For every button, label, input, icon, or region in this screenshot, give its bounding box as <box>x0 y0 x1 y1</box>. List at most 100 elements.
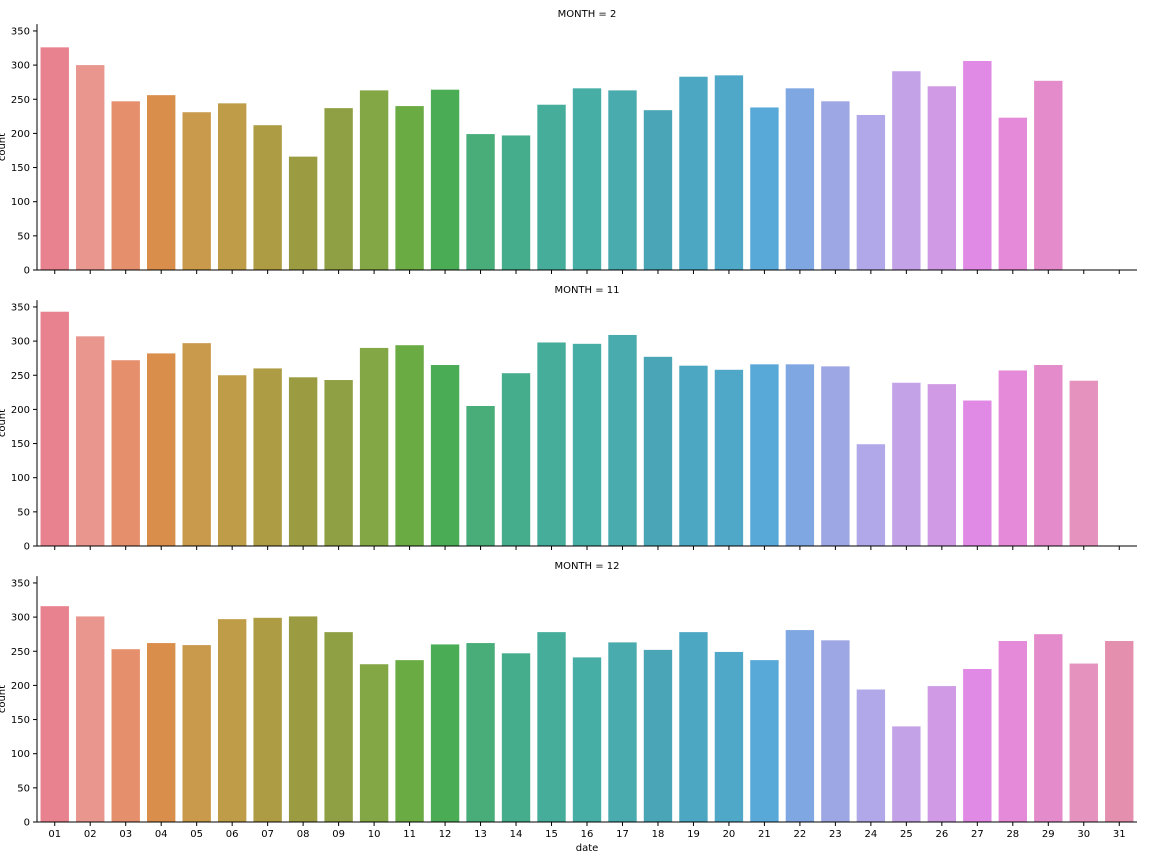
bar-08 <box>288 377 318 546</box>
y-tick-label: 250 <box>11 95 30 106</box>
x-tick-label: 18 <box>652 829 665 840</box>
y-tick-label: 0 <box>24 818 30 829</box>
bar-22 <box>785 364 815 546</box>
y-tick-label: 0 <box>24 266 30 277</box>
bar-18 <box>643 110 673 270</box>
x-tick-label: 30 <box>1077 829 1090 840</box>
y-tick-label: 100 <box>11 473 30 484</box>
bar-01 <box>40 47 69 271</box>
y-tick-label: 100 <box>11 749 30 760</box>
y-axis-label: count <box>0 133 8 161</box>
y-tick-label: 50 <box>17 783 30 794</box>
bar-11 <box>395 106 424 270</box>
y-tick-label: 50 <box>17 507 30 518</box>
bar-27 <box>963 400 992 546</box>
chart-panels: MONTH = 2count050100150200250300350MONTH… <box>0 9 1137 840</box>
x-axis-label: date <box>576 843 599 854</box>
bar-23 <box>821 640 850 822</box>
bar-06 <box>217 103 247 271</box>
x-tick-label: 05 <box>190 829 203 840</box>
y-tick-label: 350 <box>11 578 30 589</box>
bar-22 <box>785 630 815 822</box>
bar-19 <box>679 76 708 270</box>
bar-20 <box>714 651 744 822</box>
y-tick-label: 50 <box>17 231 30 242</box>
bar-17 <box>608 334 637 546</box>
y-tick-label: 300 <box>11 613 30 624</box>
x-tick-label: 14 <box>510 829 523 840</box>
bar-29 <box>1034 80 1063 271</box>
bar-18 <box>643 649 673 822</box>
x-tick-label: 15 <box>545 829 558 840</box>
x-tick-label: 20 <box>723 829 736 840</box>
x-tick-label: 16 <box>581 829 594 840</box>
bar-29 <box>1034 634 1063 822</box>
bar-10 <box>359 90 389 270</box>
bar-12 <box>430 365 460 546</box>
bar-14 <box>501 373 531 546</box>
bar-02 <box>76 65 105 270</box>
bar-24 <box>856 689 886 822</box>
bar-15 <box>537 342 566 546</box>
x-tick-label: 27 <box>971 829 984 840</box>
y-tick-label: 200 <box>11 681 30 692</box>
bar-19 <box>679 632 708 822</box>
bar-12 <box>430 644 460 822</box>
bar-05 <box>182 645 211 822</box>
x-tick-label: 25 <box>900 829 913 840</box>
bar-24 <box>856 114 886 270</box>
bar-02 <box>76 336 105 546</box>
bar-03 <box>111 360 140 546</box>
x-tick-label: 08 <box>297 829 310 840</box>
x-tick-label: 06 <box>226 829 239 840</box>
y-tick-label: 350 <box>11 26 30 37</box>
x-tick-label: 01 <box>48 829 61 840</box>
x-tick-label: 10 <box>368 829 381 840</box>
panel-2: MONTH = 11 count 0 50 100 150 200 250 300 350 <box>0 285 1137 553</box>
bar-01 <box>40 311 69 546</box>
y-tick-label: 200 <box>11 405 30 416</box>
x-tick-label: 21 <box>758 829 771 840</box>
bar-07 <box>253 368 282 546</box>
bar-13 <box>466 405 495 546</box>
bar-16 <box>572 88 602 271</box>
bar-21 <box>750 660 779 822</box>
bar-01 <box>40 606 69 822</box>
bar-16 <box>572 657 602 822</box>
panel-title: MONTH = 12 <box>554 561 619 572</box>
x-tick-label: 09 <box>332 829 345 840</box>
bar-13 <box>466 134 495 270</box>
bar-02 <box>76 616 105 822</box>
bar-17 <box>608 642 637 822</box>
bar-09 <box>324 380 353 546</box>
y-tick-label: 300 <box>11 61 30 72</box>
bar-30 <box>1069 663 1098 822</box>
x-tick-label: 28 <box>1006 829 1019 840</box>
bar-15 <box>537 104 566 271</box>
x-tick-label: 23 <box>829 829 842 840</box>
bar-04 <box>147 353 176 546</box>
y-axis-label: count <box>0 409 8 437</box>
x-tick-label: 29 <box>1042 829 1055 840</box>
panel-title: MONTH = 2 <box>558 9 617 20</box>
bar-03 <box>111 649 140 822</box>
bar-21 <box>750 364 779 546</box>
bar-26 <box>927 686 957 822</box>
x-tick-label: 17 <box>616 829 629 840</box>
bar-11 <box>395 660 424 822</box>
bar-30 <box>1069 380 1098 546</box>
bar-05 <box>182 343 211 546</box>
bar-09 <box>324 632 353 822</box>
bar-14 <box>501 653 531 822</box>
bar-19 <box>679 365 708 546</box>
bar-16 <box>572 343 602 546</box>
y-tick-label: 250 <box>11 371 30 382</box>
x-tick-label: 13 <box>474 829 487 840</box>
x-tick-label: 02 <box>84 829 97 840</box>
bar-22 <box>785 88 815 271</box>
bar-29 <box>1034 365 1063 546</box>
y-tick-label: 0 <box>24 542 30 553</box>
bar-20 <box>714 75 744 270</box>
